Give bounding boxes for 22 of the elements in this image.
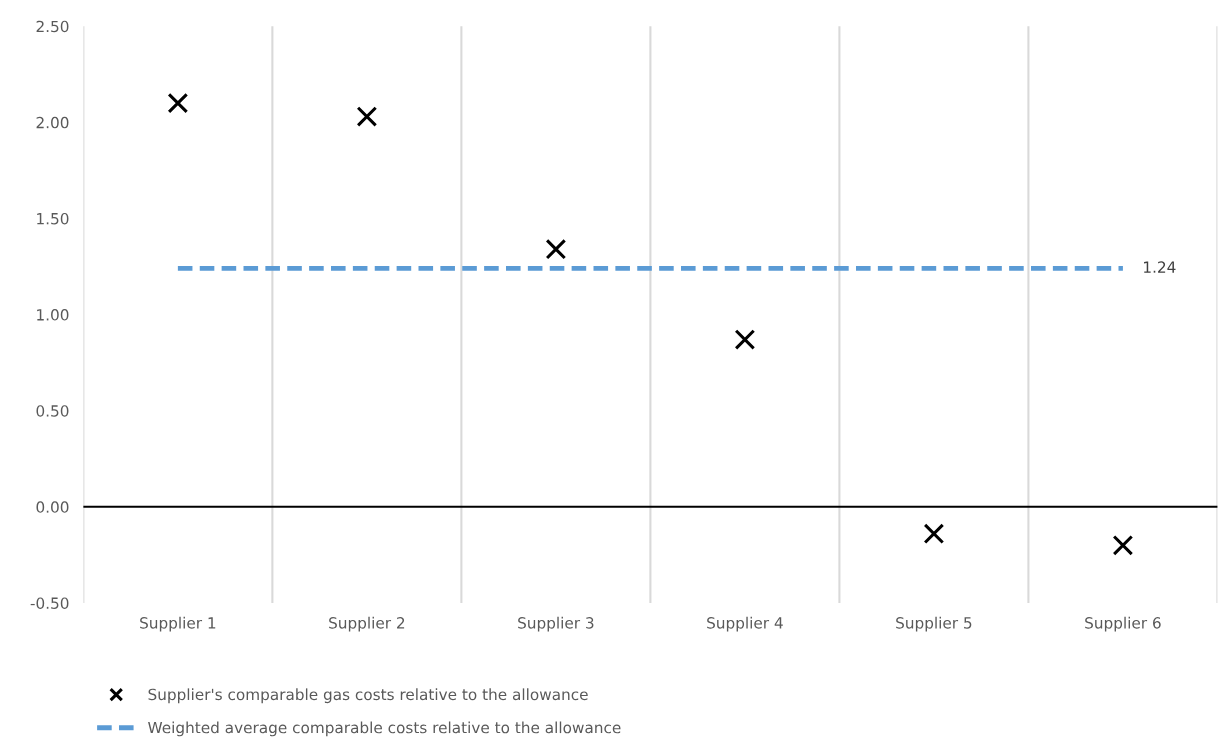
y-tick-label: 1.50 — [37, 212, 69, 225]
y-tick-label: 2.50 — [36, 20, 69, 33]
x-tick-label: Supplier 4 — [707, 616, 783, 632]
point — [167, 92, 189, 114]
y-tick-label: -0.50 — [30, 597, 69, 609]
x-tick-label: Supplier 6 — [1085, 616, 1161, 632]
data-label: 1.24 — [1144, 261, 1176, 273]
x-tick-label: Supplier 5 — [896, 616, 972, 632]
x-tick-label: Supplier 3 — [518, 616, 594, 632]
point — [1112, 534, 1134, 556]
y-tick-label: 0.50 — [36, 405, 69, 417]
x-tick-label: Supplier 1 — [140, 616, 216, 632]
point — [356, 106, 378, 127]
point — [923, 523, 945, 545]
point — [734, 329, 756, 350]
y-tick-label: 1.00 — [37, 309, 69, 321]
y-tick-label: 0.00 — [36, 501, 69, 513]
x-tick-label: Supplier 2 — [329, 616, 405, 632]
legend-label: Supplier's comparable gas costs relative to the allowance — [148, 688, 588, 704]
point — [545, 238, 567, 260]
y-tick-label: 2.00 — [36, 116, 69, 129]
legend-label: Weighted average comparable costs relative to the allowance — [148, 721, 621, 737]
